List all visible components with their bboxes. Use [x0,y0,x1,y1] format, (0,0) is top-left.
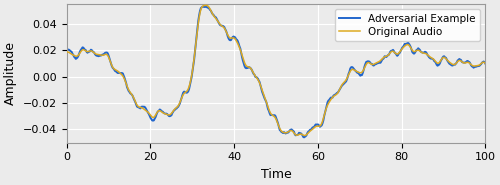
Y-axis label: Amplitude: Amplitude [4,41,17,105]
Original Audio [266,108,272,110]
Adversarial Example [301,136,307,139]
Adversarial Example [64,49,70,51]
Original Audio [408,48,414,50]
Adversarial Example [482,63,488,65]
Line: Adversarial Example: Adversarial Example [66,6,486,137]
Legend: Adversarial Example, Original Audio: Adversarial Example, Original Audio [335,9,480,41]
Adversarial Example [408,48,414,51]
Original Audio [264,101,270,103]
Adversarial Example [203,5,209,8]
Original Audio [64,51,70,53]
Line: Original Audio: Original Audio [66,5,486,136]
X-axis label: Time: Time [260,168,292,181]
Original Audio [482,63,488,65]
Adversarial Example [314,123,320,126]
Original Audio [291,132,297,134]
Adversarial Example [266,110,272,112]
Original Audio [474,65,480,67]
Original Audio [314,125,320,127]
Adversarial Example [264,101,270,103]
Adversarial Example [474,65,480,67]
Original Audio [302,134,308,137]
Original Audio [203,4,209,6]
Adversarial Example [291,131,297,133]
